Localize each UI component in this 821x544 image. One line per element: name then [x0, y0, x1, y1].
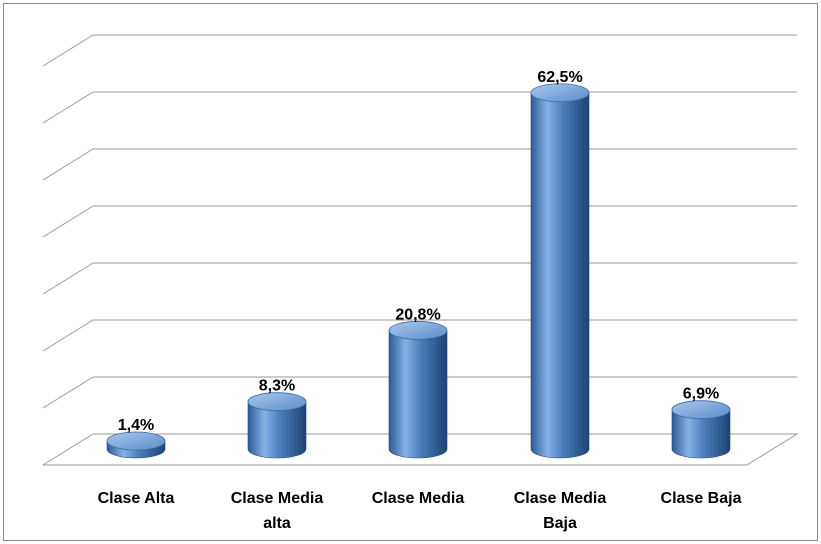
- side-wall-gridline: [42, 262, 94, 295]
- bars: [106, 83, 731, 459]
- bar-4: [530, 92, 590, 459]
- floor-outline: [42, 433, 799, 466]
- bar-top-2: [247, 392, 307, 412]
- category-label: Clase Media alta: [231, 490, 324, 532]
- bar-2: [247, 401, 307, 459]
- side-wall-gridline: [42, 91, 94, 124]
- bar-top-3: [388, 321, 448, 340]
- bar-top-5: [671, 400, 731, 420]
- bar-5: [671, 409, 731, 459]
- gridlines: [42, 34, 799, 466]
- category-label: Clase Media Baja: [514, 490, 607, 532]
- data-label: 6,9%: [683, 386, 719, 403]
- bar-top-1: [106, 431, 166, 451]
- bar-3: [388, 330, 448, 459]
- data-labels: 1,4% 8,3% 20,8% 62,5% 6,9%: [118, 69, 719, 434]
- category-axis-labels: Clase Alta Clase Media alta Clase Media Clas…: [98, 490, 742, 532]
- side-wall-gridline: [42, 319, 94, 352]
- data-label: 8,3%: [259, 378, 295, 395]
- side-wall-gridline: [42, 34, 94, 67]
- side-wall-gridline: [42, 376, 94, 409]
- side-wall-gridline: [42, 148, 94, 181]
- data-label: 62,5%: [537, 69, 582, 86]
- category-label: Clase Alta: [98, 490, 175, 507]
- side-wall-gridline: [42, 205, 94, 238]
- category-label: Clase Media: [372, 490, 465, 507]
- category-label: Clase Baja: [661, 490, 742, 507]
- data-label: 1,4%: [118, 417, 154, 434]
- bar-top-4: [530, 83, 590, 103]
- data-label: 20,8%: [395, 306, 440, 323]
